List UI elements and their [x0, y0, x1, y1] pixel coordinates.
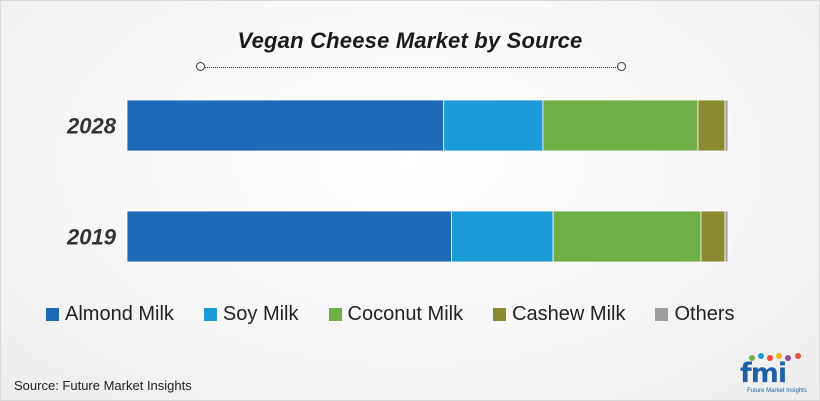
legend-item-cashew-milk: Cashew Milk — [493, 303, 625, 326]
bar-2028-coconut-milk — [542, 99, 699, 152]
title-underline — [196, 62, 626, 74]
logo-text: fmi — [740, 358, 787, 389]
legend-item-coconut-milk: Coconut Milk — [328, 302, 464, 326]
category-label-2028: 2028 — [66, 114, 117, 139]
stacked-bar-chart: 2028 2019 — [66, 99, 729, 263]
fmi-logo-icon — [749, 353, 801, 361]
bar-2019-almond-milk — [126, 210, 452, 263]
legend-item-others: Others — [655, 302, 735, 326]
legend-swatch — [203, 307, 217, 321]
bar-2019-cashew-milk — [700, 210, 726, 263]
bar-2019-soy-milk — [451, 210, 554, 263]
bar-2019-coconut-milk — [552, 210, 702, 263]
logo-tagline: Future Market Insights — [747, 388, 807, 394]
source-note: Source: Future Market Insights — [14, 378, 192, 393]
bar-2028-others — [724, 99, 729, 152]
legend-label: Coconut Milk — [347, 302, 464, 325]
legend-label: Cashew Milk — [512, 302, 626, 325]
legend-swatch — [328, 307, 342, 321]
bar-2019-others — [724, 210, 729, 263]
bar-2028-cashew-milk — [697, 99, 726, 152]
legend-swatch — [655, 307, 669, 321]
legend-label: Almond Milk — [65, 302, 174, 325]
bar-2028-soy-milk — [443, 99, 544, 152]
chart-title: Vegan Cheese Market by Source — [237, 28, 583, 53]
legend-label: Soy Milk — [222, 302, 299, 325]
legend-swatch — [493, 307, 507, 321]
chart-legend: Almond Milk Soy Milk Coconut Milk Cashew Mi… — [46, 301, 806, 327]
legend-item-soy-milk: Soy Milk — [203, 302, 299, 326]
legend-label: Others — [674, 302, 735, 325]
bar-2028-almond-milk — [126, 99, 445, 152]
legend-item-almond-milk: Almond Milk — [46, 303, 174, 326]
legend-swatch — [46, 307, 59, 321]
category-label-2019: 2019 — [66, 225, 117, 250]
